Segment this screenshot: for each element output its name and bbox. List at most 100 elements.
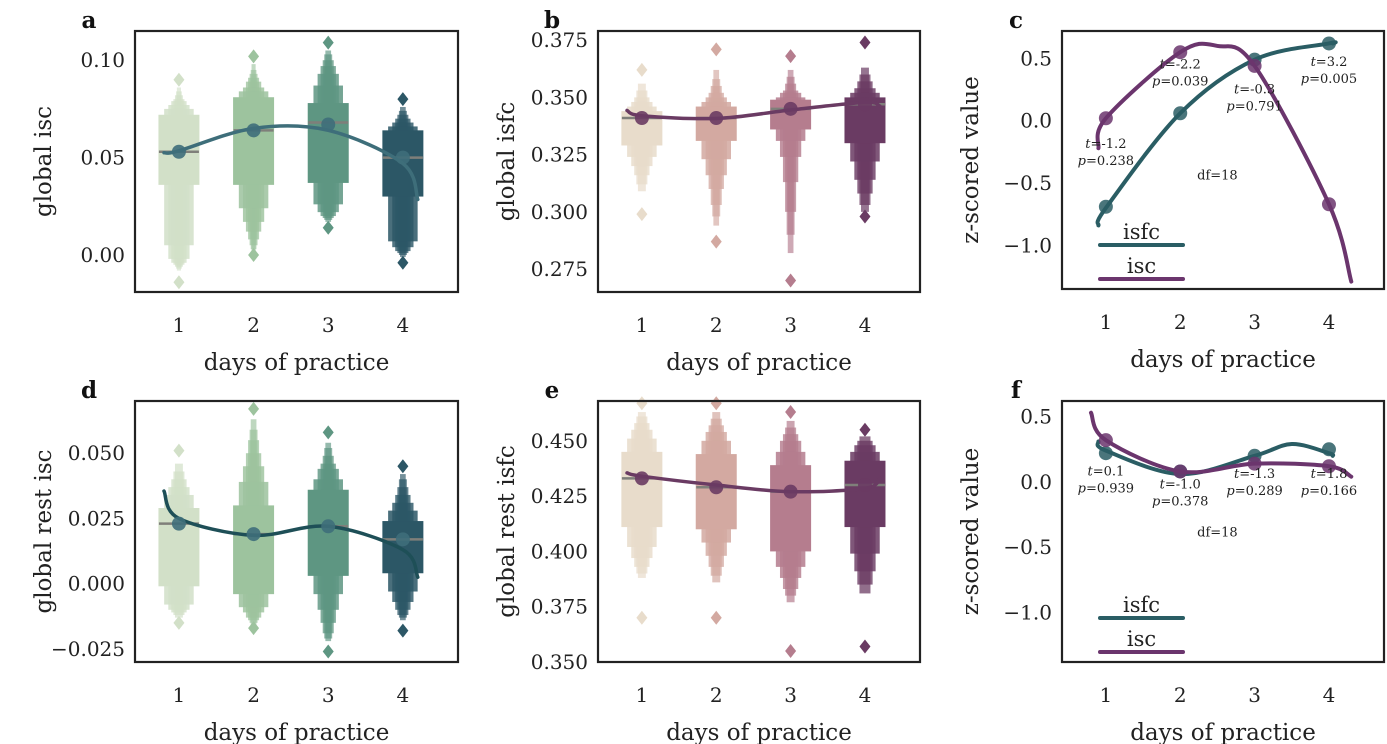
series-isfc xyxy=(1095,439,1336,479)
outlier-marker xyxy=(397,459,409,474)
mean-point xyxy=(634,471,649,486)
legend-label-isfc: isfc xyxy=(1123,593,1160,617)
x-tick-label: 2 xyxy=(247,313,260,337)
boxen-level xyxy=(382,521,424,574)
legend-label-isc: isc xyxy=(1127,627,1156,651)
mean-point xyxy=(395,150,410,165)
outlier-marker xyxy=(859,422,871,437)
y-tick-label: 0.05 xyxy=(80,146,125,170)
annotation-3: t=-0.3 p=0.791 xyxy=(1226,82,1282,114)
annotation-3: t=-1.3 p=0.289 xyxy=(1226,467,1282,499)
outlier-marker xyxy=(173,72,185,87)
boxen-level xyxy=(844,460,886,528)
series-point xyxy=(1321,459,1336,474)
p-value-label: p=0.939 xyxy=(1078,481,1134,496)
outlier-marker xyxy=(859,639,871,654)
x-tick-label: 3 xyxy=(322,683,335,707)
boxen-group-1 xyxy=(621,396,663,625)
t-stat-label: t=-1.2 xyxy=(1085,137,1126,152)
x-axis-label: days of practice xyxy=(1130,347,1316,373)
y-tick-label: 0.400 xyxy=(531,539,588,563)
series-line xyxy=(1095,40,1338,228)
x-axis-label: days of practice xyxy=(666,720,852,744)
annotation-1: t=0.1 p=0.939 xyxy=(1078,464,1134,496)
y-tick-label: −1.0 xyxy=(1003,600,1052,624)
fit-line xyxy=(625,471,882,494)
fit-line xyxy=(162,124,420,202)
boxen-level xyxy=(233,97,275,185)
outlier-marker xyxy=(173,443,185,458)
outlier-marker xyxy=(322,220,334,235)
outlier-marker xyxy=(710,234,722,249)
y-axis-label: z-scored value xyxy=(958,76,984,244)
y-tick-label: 0.050 xyxy=(68,441,125,465)
fit-line xyxy=(162,489,420,579)
y-tick-label: 0.375 xyxy=(531,595,588,619)
boxen-group-2 xyxy=(695,42,737,249)
series-point xyxy=(1247,58,1262,73)
outlier-marker xyxy=(397,623,409,638)
outlier-marker xyxy=(248,49,260,64)
outlier-marker xyxy=(785,405,797,420)
series-point xyxy=(1098,433,1113,448)
y-tick-label: 0.00 xyxy=(80,243,125,267)
outlier-marker xyxy=(785,273,797,288)
boxen-group-2 xyxy=(233,401,275,636)
series-point xyxy=(1098,199,1113,214)
legend-label-isc: isc xyxy=(1127,254,1156,278)
boxen-level xyxy=(770,465,812,552)
mean-point xyxy=(246,527,261,542)
boxen-group-3 xyxy=(307,425,349,659)
series-point xyxy=(1247,456,1262,471)
mean-point xyxy=(783,101,798,116)
mean-point xyxy=(171,516,186,531)
boxen-level xyxy=(233,505,275,595)
panel-d: −0.025 0.000 0.025 0.050 1 2 3 4 days of practic… xyxy=(31,377,460,744)
x-tick-label: 1 xyxy=(1100,683,1113,707)
x-tick-label: 2 xyxy=(1174,683,1187,707)
mean-point xyxy=(857,97,872,112)
x-tick-label: 3 xyxy=(322,313,335,337)
boxen-level xyxy=(307,103,349,183)
panel-letter: f xyxy=(1011,377,1023,404)
outlier-marker xyxy=(636,396,648,411)
series-point xyxy=(1321,197,1336,212)
df-label: df=18 xyxy=(1197,168,1238,183)
p-value-label: p=0.289 xyxy=(1226,484,1282,499)
y-axis-label: global isc xyxy=(31,106,57,217)
y-tick-label: −1.0 xyxy=(1003,233,1052,257)
t-stat-label: t=-2.2 xyxy=(1160,57,1201,72)
series-isc xyxy=(1089,410,1354,479)
series-isc xyxy=(1095,41,1354,284)
y-axis-label: z-scored value xyxy=(958,448,984,616)
annotation-4: t=1.8 p=0.166 xyxy=(1301,467,1357,499)
outlier-marker xyxy=(397,255,409,270)
panel-c: t=-1.2p=0.238t=-2.2p=0.039t=-0.3p=0.791t… xyxy=(958,7,1386,373)
y-tick-label: 0.375 xyxy=(531,28,588,52)
series-point xyxy=(1321,442,1336,457)
outlier-marker xyxy=(248,621,260,636)
axes-frame xyxy=(596,29,922,294)
panel-letter: a xyxy=(82,7,97,34)
x-tick-label: 4 xyxy=(397,313,410,337)
outlier-marker xyxy=(636,62,648,77)
p-value-label: p=0.791 xyxy=(1226,99,1282,114)
boxen-group-1 xyxy=(158,72,200,290)
y-tick-label: −0.5 xyxy=(1003,171,1052,195)
annotation-4: t=3.2 p=0.005 xyxy=(1301,55,1357,87)
axes-frame xyxy=(133,29,460,294)
x-tick-label: 1 xyxy=(173,313,186,337)
series-point xyxy=(1173,464,1188,479)
boxen-group-1 xyxy=(158,443,200,630)
axes-frame xyxy=(1060,399,1386,664)
x-axis-label: days of practice xyxy=(204,720,390,744)
panel-e: 0.350 0.375 0.400 0.425 0.450 1 2 3 4 days of pra… xyxy=(494,377,922,744)
mean-point xyxy=(709,111,724,125)
panel-f: t=0.1p=0.939 t=-1.0p=0.378t=-1.3p=0.289t=… xyxy=(958,377,1386,744)
t-stat-label: t=3.2 xyxy=(1311,55,1348,70)
p-value-label: p=0.238 xyxy=(1078,154,1134,169)
p-value-label: p=0.378 xyxy=(1152,494,1208,509)
y-tick-label: 0.425 xyxy=(531,484,588,508)
outlier-marker xyxy=(173,615,185,630)
